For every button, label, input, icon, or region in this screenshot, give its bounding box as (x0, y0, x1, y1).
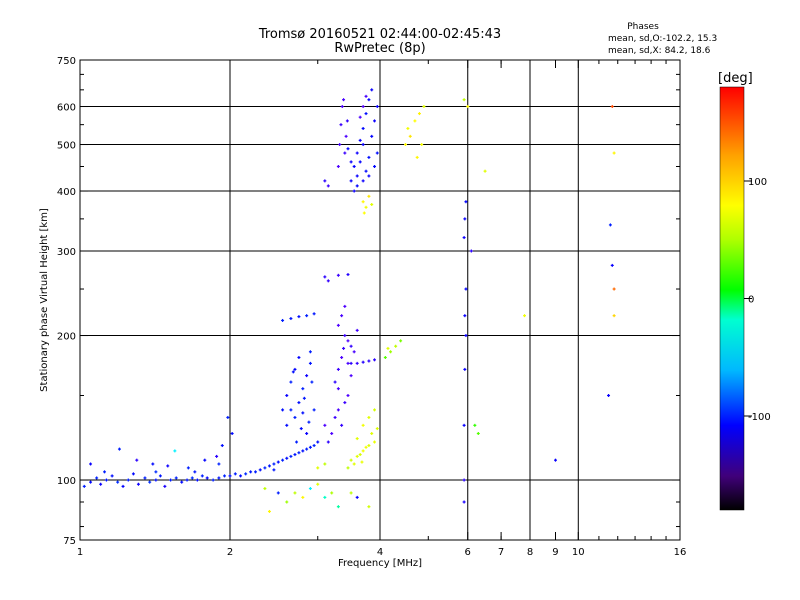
x-tick-label: 8 (527, 547, 533, 558)
grid (80, 60, 680, 540)
y-tick-label: 600 (57, 103, 76, 114)
plot-frame (79, 59, 681, 541)
colorbar-tick-label: 100 (748, 177, 767, 188)
y-tick-label: 100 (57, 476, 76, 487)
y-axis-label: Stationary phase Virtual Height [km] (39, 208, 50, 392)
x-tick-label: 7 (498, 547, 504, 558)
y-tick-label: 750 (57, 56, 76, 67)
y-tick-label: 300 (57, 247, 76, 258)
x-tick-label: 9 (552, 547, 558, 558)
chart-subtitle: RwPretec (8p) (334, 41, 425, 56)
x-tick-label: 2 (227, 547, 233, 558)
colorbar-tick-label: -100 (748, 412, 771, 423)
x-tick-label: 1 (77, 547, 83, 558)
data-points (82, 88, 616, 513)
y-tick-label: 500 (57, 141, 76, 152)
y-tick-label: 200 (57, 332, 76, 343)
colorbar (719, 86, 745, 511)
stats-line-x: mean, sd,X: 84.2, 18.6 (608, 46, 711, 56)
stats-line-o: mean, sd,O:-102.2, 15.3 (608, 34, 717, 44)
colorbar-label: [deg] (718, 71, 753, 86)
x-tick-label: 16 (674, 547, 687, 558)
colorbar-tick-label: 0 (748, 295, 754, 306)
x-axis-label: Frequency [MHz] (338, 558, 422, 569)
x-tick-label: 10 (572, 547, 585, 558)
colorbar-ticks: 100 0 -100 (744, 177, 771, 423)
x-tick-label: 4 (377, 547, 383, 558)
chart-title: Tromsø 20160521 02:44:00-02:45:43 (258, 27, 501, 42)
stats-title: Phases (627, 22, 659, 32)
y-tick-label: 400 (57, 187, 76, 198)
axis-ticks: 1 2 4 6 7 8 9 10 16 75 100 200 300 400 500 600 750 (57, 56, 686, 558)
x-tick-label: 6 (465, 547, 471, 558)
y-tick-label: 75 (63, 536, 76, 547)
